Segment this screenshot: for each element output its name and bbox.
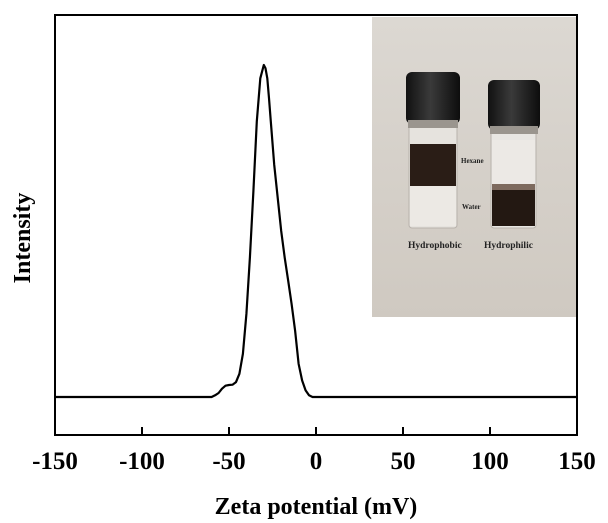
inset-label-hydrophobic: Hydrophobic: [408, 241, 462, 251]
series-line: [55, 63, 577, 399]
vial-right-cap: [488, 80, 540, 130]
x-tick-label: -50: [212, 448, 245, 475]
vial-left-neck: [408, 120, 458, 128]
x-tick-label: 150: [558, 448, 596, 475]
x-tick-label: 0: [310, 448, 323, 475]
inset-background: [372, 17, 576, 317]
inset-label-water: Water: [462, 203, 481, 211]
x-tick-label: -100: [119, 448, 165, 475]
inset-label-hexane: Hexane: [461, 157, 484, 165]
vial-right-neck: [490, 126, 538, 134]
x-axis-title: Zeta potential (mV): [215, 494, 418, 520]
vial-left-water-layer: [410, 186, 456, 226]
x-axis-ticks: [54, 427, 578, 435]
vial-hydrophobic: [406, 72, 460, 229]
vial-left-cap: [406, 72, 460, 124]
y-axis-title: Intensity: [10, 193, 36, 284]
vial-right-hexane-layer: [492, 140, 535, 184]
x-axis-tick-labels: -150 -100 -50 0 50 100 150: [32, 448, 596, 475]
x-tick-label: 50: [391, 448, 416, 475]
x-tick-label: 100: [471, 448, 509, 475]
inset-label-hydrophilic: Hydrophilic: [484, 241, 533, 251]
vial-right-water-layer: [492, 190, 535, 226]
vial-left-hexane-layer: [410, 144, 456, 186]
x-tick-label: -150: [32, 448, 78, 475]
vial-right-interface: [492, 184, 535, 190]
vial-hydrophilic: [488, 80, 540, 229]
inset-photo: Hexane Water Hydrophobic Hydrophilic: [372, 17, 576, 317]
